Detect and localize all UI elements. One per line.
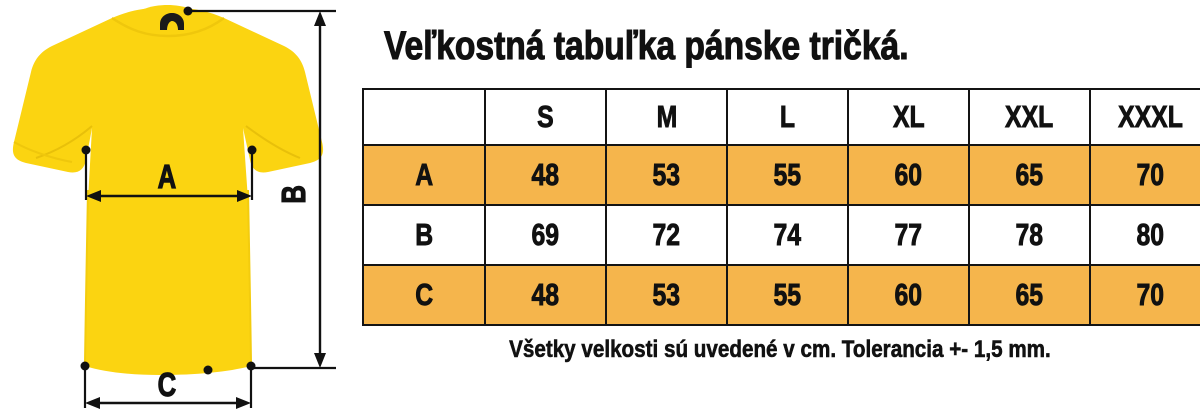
row-label-c: C xyxy=(362,264,486,326)
dimension-line-c xyxy=(80,361,256,409)
cell-b-l: 74 xyxy=(726,204,849,266)
row-label-b: B xyxy=(362,204,486,266)
row-label-text-c: C xyxy=(415,277,434,313)
cell-c-xxl: 65 xyxy=(968,264,1091,326)
tshirt-diagram-panel: A B C xyxy=(0,0,360,411)
cell-text-a-xxxl: 70 xyxy=(1136,157,1165,193)
cell-b-xxxl: 80 xyxy=(1089,204,1200,266)
header-text-s: S xyxy=(537,99,554,135)
footnote-text: Všetky velkosti sú uvedené v cm. Toleran… xyxy=(509,336,1051,364)
cell-a-xxxl: 70 xyxy=(1089,144,1200,206)
cell-b-xxl: 78 xyxy=(968,204,1091,266)
cell-text-a-l: 55 xyxy=(773,157,802,193)
cell-text-c-xl: 60 xyxy=(894,277,923,313)
cell-text-a-s: 48 xyxy=(531,157,560,193)
header-cell-l: L xyxy=(726,88,849,146)
cell-a-l: 55 xyxy=(726,144,849,206)
page-title: Veľkostná tabuľka pánske tričká. xyxy=(384,23,909,68)
cell-text-c-l: 55 xyxy=(773,277,802,313)
header-cell-s: S xyxy=(484,88,607,146)
cell-a-m: 53 xyxy=(605,144,728,206)
cell-c-s: 48 xyxy=(484,264,607,326)
row-label-text-b: B xyxy=(415,217,434,253)
header-cell-xxxl: XXXL xyxy=(1089,88,1200,146)
cell-c-xl: 60 xyxy=(847,264,970,326)
table-row-a: A 48 53 55 60 65 xyxy=(362,144,1200,206)
tshirt-illustration xyxy=(12,5,336,409)
dimension-label-c: C xyxy=(157,366,177,403)
cell-text-b-xxxl: 80 xyxy=(1136,217,1165,253)
header-text-xxxl: XXXL xyxy=(1118,99,1183,135)
cell-a-xl: 60 xyxy=(847,144,970,206)
cell-b-m: 72 xyxy=(605,204,728,266)
size-table: S M L XL XXL XXXL xyxy=(362,88,1200,326)
cell-text-b-l: 74 xyxy=(773,217,802,253)
footnote: Všetky velkosti sú uvedené v cm. Toleran… xyxy=(360,336,1200,364)
dimension-line-a xyxy=(81,145,257,202)
header-cell-xxl: XXL xyxy=(968,88,1091,146)
header-cell-m: M xyxy=(605,88,728,146)
table-row-c: C 48 53 55 60 65 xyxy=(362,264,1200,326)
cell-text-c-s: 48 xyxy=(531,277,560,313)
header-cell-xl: XL xyxy=(847,88,970,146)
cell-c-m: 53 xyxy=(605,264,728,326)
row-label-a: A xyxy=(362,144,486,206)
cell-b-xl: 77 xyxy=(847,204,970,266)
cell-a-xxl: 65 xyxy=(968,144,1091,206)
cell-text-b-m: 72 xyxy=(652,217,681,253)
cell-c-l: 55 xyxy=(726,264,849,326)
table-corner-cell xyxy=(362,88,486,146)
header-text-m: M xyxy=(656,99,677,135)
cell-text-b-s: 69 xyxy=(531,217,560,253)
size-table-panel: Veľkostná tabuľka pánske tričká. S M L xyxy=(360,0,1200,411)
cell-text-c-m: 53 xyxy=(652,277,681,313)
header-text-l: L xyxy=(779,99,796,135)
cell-text-a-xxl: 65 xyxy=(1015,157,1044,193)
row-label-text-a: A xyxy=(415,157,434,193)
cell-text-c-xxxl: 70 xyxy=(1136,277,1165,313)
cell-a-s: 48 xyxy=(484,144,607,206)
table-row-b: B 69 72 74 77 78 xyxy=(362,204,1200,266)
collar-tag-icon xyxy=(160,13,184,30)
cell-text-c-xxl: 65 xyxy=(1015,277,1044,313)
cell-b-s: 69 xyxy=(484,204,607,266)
dimension-line-b xyxy=(183,6,336,370)
cell-text-b-xxl: 78 xyxy=(1015,217,1044,253)
size-table-body: S M L XL XXL XXXL xyxy=(362,88,1200,326)
header-text-xl: XL xyxy=(892,99,925,135)
cell-text-a-m: 53 xyxy=(652,157,681,193)
dimension-label-b: B xyxy=(275,185,313,204)
dimension-label-a: A xyxy=(157,158,177,195)
cell-c-xxxl: 70 xyxy=(1089,264,1200,326)
cell-text-b-xl: 77 xyxy=(894,217,923,253)
header-text-xxl: XXL xyxy=(1005,99,1054,135)
table-header-row: S M L XL XXL XXXL xyxy=(362,88,1200,146)
cell-text-a-xl: 60 xyxy=(894,157,923,193)
